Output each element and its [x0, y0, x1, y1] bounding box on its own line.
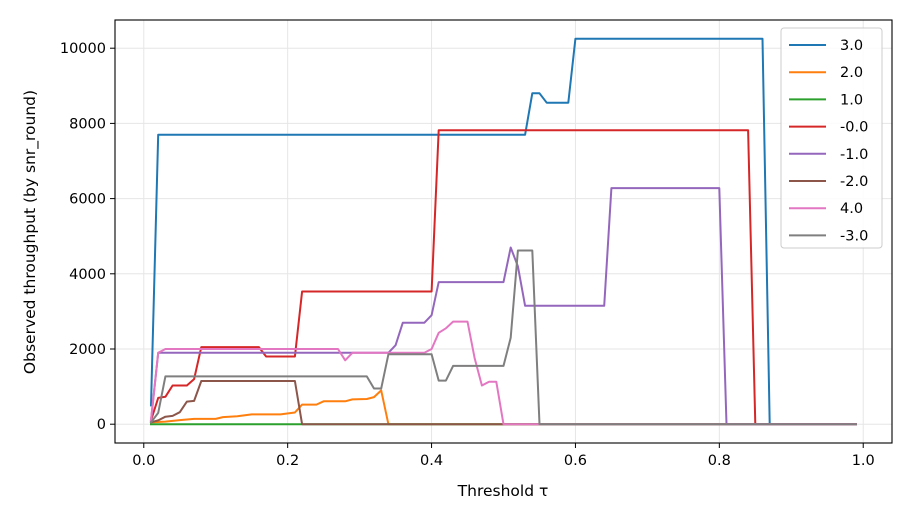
y-tick-label: 0	[97, 417, 106, 433]
plot-background	[115, 20, 892, 443]
legend-label: 2.0	[840, 65, 863, 81]
y-axis-label: Observed throughput (by snr_round)	[21, 90, 40, 374]
x-tick-label: 0.6	[564, 453, 587, 469]
series-line	[149, 380, 857, 426]
y-tick-label: 6000	[69, 192, 106, 208]
x-tick-label: 1.0	[852, 453, 875, 469]
legend: 3.0 2.0 1.0 -0.0 -1.0 -2.0 4.0 -3.0	[780, 27, 883, 249]
legend-label: 1.0	[840, 92, 863, 108]
x-tick-label: 0.8	[708, 453, 731, 469]
plot-frame	[114, 19, 893, 444]
y-tick-label: 8000	[69, 116, 106, 132]
series-line	[149, 187, 857, 426]
y-tick-label: 4000	[69, 267, 106, 283]
legend-label: -1.0	[840, 147, 868, 163]
series-line	[149, 37, 857, 426]
legend-label: -0.0	[840, 120, 868, 136]
legend-label: -2.0	[840, 174, 868, 190]
series-line	[149, 320, 857, 426]
x-axis-ticks: 0.0 0.2 0.4 0.6 0.8 1.0	[132, 443, 875, 469]
x-tick-label: 0.4	[420, 453, 443, 469]
series-lines	[149, 37, 857, 426]
legend-frame	[780, 27, 883, 249]
legend-label: 3.0	[840, 38, 863, 54]
x-tick-label: 0.2	[276, 453, 299, 469]
y-tick-label: 2000	[69, 342, 106, 358]
legend-label: 4.0	[840, 201, 863, 217]
x-axis-label: Threshold τ	[457, 482, 549, 500]
y-axis-ticks: 0 2000 4000 6000 8000 10000	[60, 41, 115, 433]
legend-label: -3.0	[840, 228, 868, 244]
series-line	[149, 249, 857, 426]
x-tick-label: 0.0	[132, 453, 155, 469]
y-tick-label: 10000	[60, 41, 106, 57]
